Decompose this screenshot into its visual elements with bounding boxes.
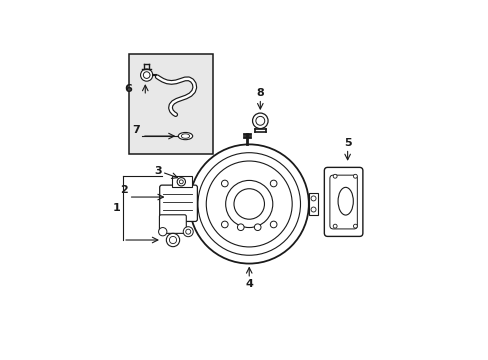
FancyBboxPatch shape	[324, 167, 362, 237]
Circle shape	[332, 224, 336, 228]
Circle shape	[179, 180, 183, 184]
Circle shape	[169, 237, 176, 244]
Circle shape	[353, 174, 357, 178]
Circle shape	[255, 116, 264, 125]
Circle shape	[189, 144, 308, 264]
Circle shape	[225, 180, 272, 228]
Circle shape	[237, 224, 244, 230]
Text: 5: 5	[343, 138, 351, 148]
Bar	[309, 193, 317, 215]
Circle shape	[183, 227, 193, 237]
Text: 1: 1	[113, 203, 121, 213]
Circle shape	[254, 224, 261, 230]
FancyBboxPatch shape	[159, 215, 186, 233]
Circle shape	[332, 174, 336, 178]
Text: 3: 3	[154, 166, 161, 176]
Circle shape	[233, 189, 264, 219]
Text: 8: 8	[256, 88, 264, 98]
Circle shape	[158, 228, 166, 236]
Circle shape	[140, 69, 152, 81]
Ellipse shape	[181, 134, 189, 138]
Circle shape	[221, 180, 228, 187]
Circle shape	[221, 221, 228, 228]
Circle shape	[310, 196, 315, 201]
Text: 2: 2	[121, 185, 128, 195]
Circle shape	[270, 180, 276, 187]
Bar	[128, 54, 213, 154]
Text: 4: 4	[245, 279, 253, 289]
Bar	[172, 176, 191, 187]
Circle shape	[252, 113, 267, 129]
FancyBboxPatch shape	[160, 185, 197, 221]
Ellipse shape	[178, 132, 192, 140]
Circle shape	[310, 207, 315, 212]
Text: 6: 6	[123, 84, 131, 94]
Circle shape	[143, 72, 150, 78]
Circle shape	[353, 224, 357, 228]
Circle shape	[185, 229, 190, 234]
Circle shape	[177, 177, 185, 186]
Text: 7: 7	[132, 125, 140, 135]
Circle shape	[270, 221, 276, 228]
Circle shape	[166, 233, 179, 247]
